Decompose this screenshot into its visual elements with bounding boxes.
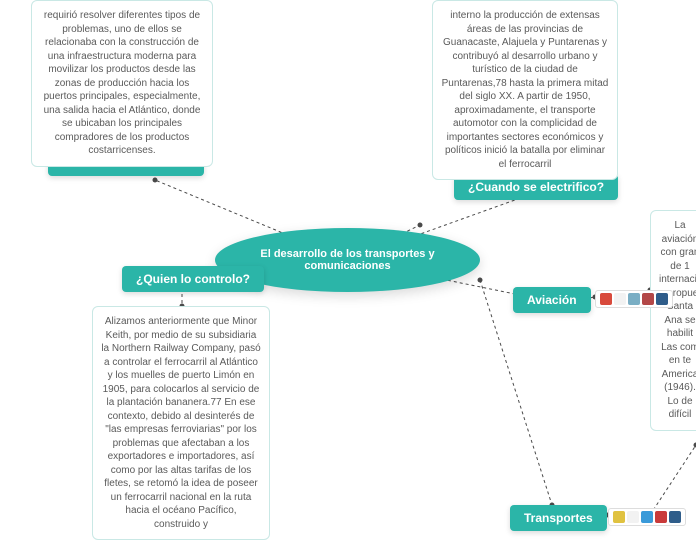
topic-transportes[interactable]: Transportes: [510, 505, 607, 531]
note-tb1[interactable]: requirió resolver diferentes tipos de pr…: [31, 0, 213, 167]
icon-strip-strip2[interactable]: [608, 508, 686, 526]
icon-strip-strip1[interactable]: [595, 290, 673, 308]
strip-icon: [669, 511, 681, 523]
strip-icon: [641, 511, 653, 523]
strip-icon: [642, 293, 654, 305]
strip-icon: [614, 293, 626, 305]
strip-icon: [600, 293, 612, 305]
topic-quien[interactable]: ¿Quien lo controlo?: [122, 266, 264, 292]
note-tb2[interactable]: interno la producción de extensas áreas …: [432, 0, 618, 180]
topic-aviacion[interactable]: Aviación: [513, 287, 591, 313]
strip-icon: [655, 511, 667, 523]
strip-icon: [628, 293, 640, 305]
note-tb4[interactable]: La aviación con gran de 1 internacio aer…: [650, 210, 696, 431]
strip-icon: [656, 293, 668, 305]
strip-icon: [627, 511, 639, 523]
strip-icon: [613, 511, 625, 523]
note-tb3[interactable]: Alizamos anteriormente que Minor Keith, …: [92, 306, 270, 540]
